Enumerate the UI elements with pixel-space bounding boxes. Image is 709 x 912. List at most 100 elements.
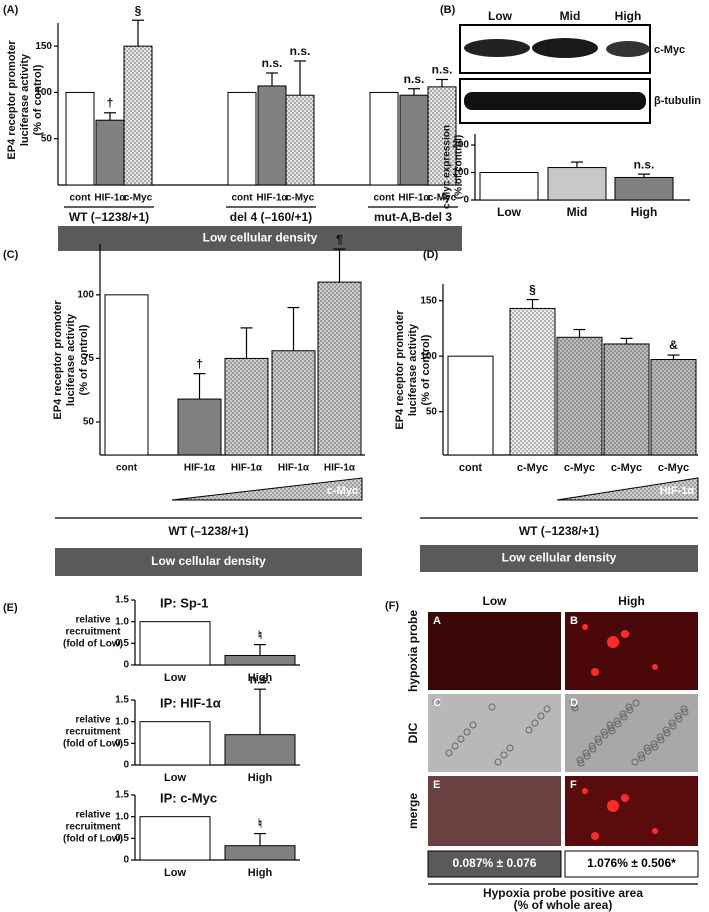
y-axis-label: luciferase activity (19, 53, 31, 146)
y-axis-label: (fold of Low) (63, 834, 123, 845)
cell (663, 729, 671, 737)
y-axis-label: EP4 receptor promoter (52, 300, 64, 420)
chart-title: IP: c-Myc (160, 790, 217, 805)
annotation: n.s. (432, 63, 453, 77)
gradient-wedge (556, 477, 699, 501)
y-tick-label: 1.5 (115, 790, 129, 801)
blot-band (464, 92, 646, 110)
x-tick-label: c-Myc (428, 193, 457, 204)
cell (451, 742, 459, 750)
cell (681, 708, 689, 716)
footer-box (420, 545, 698, 572)
cell (637, 751, 645, 759)
footer-label: Low cellular density (502, 551, 617, 565)
cell-signal (607, 800, 619, 812)
annotation: † (196, 357, 203, 371)
group-label: WT (–1238/+1) (519, 524, 599, 538)
error-bar (667, 354, 680, 360)
gradient-label: HIF-1α (660, 485, 695, 497)
cell (506, 744, 514, 752)
micrograph-letter: F (570, 779, 577, 791)
cell (680, 705, 688, 713)
error-bar (408, 88, 420, 96)
y-axis-label: (% of control) (78, 324, 90, 395)
cell (669, 722, 677, 730)
cell (543, 705, 551, 713)
y-tick-label: 1.5 (115, 695, 129, 706)
cell (619, 710, 627, 718)
error-bar (254, 688, 266, 735)
y-axis-label: (fold of Low) (63, 639, 123, 650)
y-tick-label: 0 (123, 855, 129, 866)
y-tick-label: 100 (420, 351, 437, 362)
annotation: ♮ (258, 628, 262, 642)
cell-signal (621, 794, 629, 802)
x-tick-label: High (631, 205, 658, 219)
y-axis-label: recruitment (65, 727, 121, 738)
band-label: c-Myc (654, 44, 685, 56)
error-bar (254, 832, 266, 846)
y-tick-label: 1.0 (115, 716, 129, 727)
y-tick-label: 1.0 (115, 616, 129, 627)
annotation: § (135, 3, 142, 17)
cell (674, 712, 682, 720)
error-bar (104, 112, 116, 121)
cell (606, 721, 614, 729)
cell (656, 733, 664, 741)
cell (632, 699, 640, 707)
error-bar (620, 337, 633, 344)
error-bar (526, 298, 539, 309)
bar (139, 816, 211, 861)
bar (556, 336, 603, 456)
micrograph-letter: C (433, 697, 441, 709)
y-tick-label: 150 (420, 295, 437, 306)
y-tick-label: 0 (123, 760, 129, 771)
x-tick-label: HIF-1α (94, 193, 126, 204)
result-box (427, 850, 562, 878)
cell (643, 744, 651, 752)
y-tick-label: 50 (83, 417, 95, 428)
y-axis-label: recruitment (65, 822, 121, 833)
error-bar (294, 60, 306, 96)
bar (650, 359, 697, 456)
blot-band (532, 38, 598, 58)
annotation: & (669, 338, 678, 352)
y-axis-label: EP4 receptor promoter (6, 40, 18, 160)
cell (488, 703, 496, 711)
footer-label: Low cellular density (151, 554, 266, 568)
cell-signal (591, 832, 599, 840)
bar (224, 357, 269, 456)
cell (469, 721, 477, 729)
annotation: n.s. (262, 56, 283, 70)
cell (614, 720, 622, 728)
x-tick-label: HIF-1α (398, 193, 430, 204)
x-tick-label: c-Myc (658, 462, 689, 474)
y-tick-label: 200 (452, 140, 469, 151)
cell (537, 712, 545, 720)
cell (601, 731, 609, 739)
cell (576, 756, 584, 764)
error-bar (254, 644, 266, 656)
x-tick-label: HIF-1α (184, 463, 216, 474)
footer-label: Low cellular density (203, 231, 318, 245)
cell (463, 728, 471, 736)
gradient-wedge (171, 477, 363, 501)
cell (600, 728, 608, 736)
bar (317, 281, 362, 456)
caption: Hypoxia probe positive area (483, 886, 643, 900)
chart-title: IP: Sp-1 (160, 595, 208, 610)
band-label: β-tubulin (654, 95, 701, 107)
x-tick-label: Mid (567, 205, 588, 219)
x-tick-label: Low (164, 772, 186, 784)
cell (613, 717, 621, 725)
micrograph (428, 612, 561, 690)
cell (651, 743, 659, 751)
bar (104, 294, 149, 456)
lane-label: Low (488, 9, 513, 23)
x-tick-label: c-Myc (611, 462, 642, 474)
x-tick-label: c-Myc (564, 462, 595, 474)
group-label: mut-A,B-del 3 (374, 210, 452, 224)
x-tick-label: Low (164, 672, 186, 684)
column-label: Low (483, 594, 508, 608)
cell-signal (582, 788, 588, 794)
